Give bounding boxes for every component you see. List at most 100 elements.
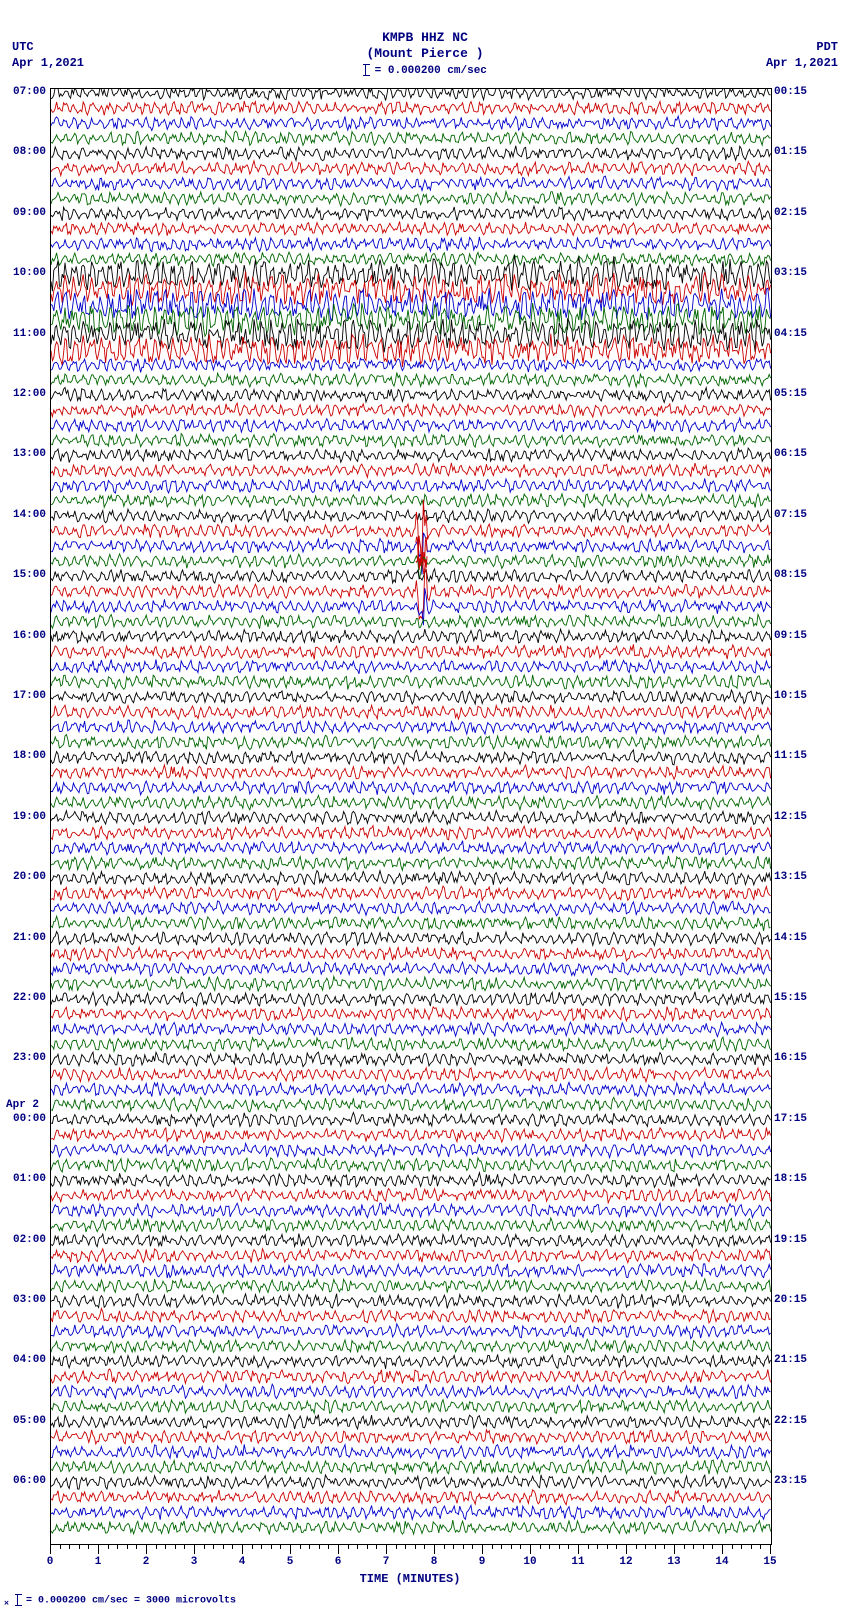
trace-row: [51, 1324, 771, 1339]
x-tick-minor: [108, 1544, 109, 1549]
utc-time-label: 19:00: [2, 811, 46, 823]
trace-row: [51, 932, 771, 946]
timezone-left: UTC: [12, 40, 34, 54]
trace-row: [51, 1203, 771, 1218]
local-time-label: 19:15: [774, 1234, 824, 1246]
local-time-label: 01:15: [774, 146, 824, 158]
trace-row: [51, 206, 771, 221]
trace-row: [51, 810, 771, 824]
utc-time-label: 07:00: [2, 86, 46, 98]
trace-row: [51, 660, 771, 674]
trace-row: [51, 1399, 771, 1413]
x-tick-minor: [319, 1544, 320, 1549]
trace-row: [51, 448, 771, 462]
trace-row: [51, 1460, 771, 1475]
utc-time-label: 14:00: [2, 509, 46, 521]
trace-row: [51, 781, 771, 795]
utc-time-label: 06:00: [2, 1475, 46, 1487]
trace-row: [51, 1475, 771, 1489]
x-tick-minor: [60, 1544, 61, 1549]
trace-row: [51, 1052, 771, 1067]
local-time-label: 05:15: [774, 388, 824, 400]
trace-row: [51, 146, 771, 161]
trace-row: [51, 1279, 771, 1294]
x-tick-minor: [472, 1544, 473, 1549]
x-tick-major: [386, 1544, 387, 1554]
x-tick-major: [626, 1544, 627, 1554]
x-tick-minor: [559, 1544, 560, 1549]
x-tick-major: [530, 1544, 531, 1554]
x-tick-minor: [175, 1544, 176, 1549]
x-tick-minor: [453, 1544, 454, 1549]
trace-row: [51, 271, 771, 306]
local-time-label: 22:15: [774, 1415, 824, 1427]
x-tick-minor: [703, 1544, 704, 1549]
x-tick-minor: [165, 1544, 166, 1549]
x-tick-minor: [348, 1544, 349, 1549]
utc-time-label: 23:00: [2, 1052, 46, 1064]
trace-row: [51, 1490, 771, 1505]
x-tick-minor: [588, 1544, 589, 1549]
trace-row: [51, 1007, 771, 1021]
local-time-label: 08:15: [774, 569, 824, 581]
trace-row: [51, 161, 771, 176]
x-tick-major: [290, 1544, 291, 1554]
trace-row: [51, 1505, 771, 1520]
x-tick-label: 6: [335, 1556, 342, 1568]
x-tick-label: 11: [571, 1556, 584, 1568]
x-tick-minor: [693, 1544, 694, 1549]
trace-row: [51, 1218, 771, 1232]
x-tick-minor: [396, 1544, 397, 1549]
trace-row: [51, 1067, 771, 1082]
trace-row: [51, 89, 771, 101]
x-tick-minor: [69, 1544, 70, 1549]
trace-row: [51, 720, 771, 734]
trace-row: [51, 615, 771, 629]
x-tick-minor: [88, 1544, 89, 1549]
x-tick-major: [146, 1544, 147, 1554]
trace-row: [51, 1234, 771, 1248]
station-title: KMPB HHZ NC: [0, 30, 850, 45]
x-tick-minor: [607, 1544, 608, 1549]
utc-time-label: 13:00: [2, 448, 46, 460]
scale-bar-icon: [365, 64, 366, 76]
trace-row: [51, 131, 771, 145]
local-time-label: 14:15: [774, 932, 824, 944]
x-tick-minor: [511, 1544, 512, 1549]
trace-row: [51, 434, 771, 448]
x-tick-label: 10: [523, 1556, 536, 1568]
x-tick-major: [722, 1544, 723, 1554]
local-time-label: 16:15: [774, 1052, 824, 1064]
trace-row: [51, 252, 771, 266]
x-tick-major: [434, 1544, 435, 1554]
trace-row: [51, 500, 771, 570]
x-tick-minor: [376, 1544, 377, 1549]
trace-row: [51, 533, 771, 575]
trace-row: [51, 1430, 771, 1444]
trace-row: [51, 192, 771, 207]
trace-row: [51, 992, 771, 1007]
x-axis: TIME (MINUTES) 0123456789101112131415: [50, 1544, 770, 1584]
trace-row: [51, 1082, 771, 1096]
trace-row: [51, 554, 771, 579]
local-time-label: 15:15: [774, 992, 824, 1004]
x-tick-minor: [204, 1544, 205, 1549]
trace-row: [51, 1189, 771, 1203]
x-tick-minor: [751, 1544, 752, 1549]
trace-row: [51, 901, 771, 916]
x-tick-minor: [367, 1544, 368, 1549]
trace-row: [51, 1143, 771, 1157]
trace-row: [51, 871, 771, 885]
x-tick-minor: [415, 1544, 416, 1549]
x-tick-major: [482, 1544, 483, 1554]
utc-time-label: 02:00: [2, 1234, 46, 1246]
utc-time-label: 09:00: [2, 207, 46, 219]
local-time-label: 20:15: [774, 1294, 824, 1306]
x-tick-label: 13: [667, 1556, 680, 1568]
utc-time-label: 05:00: [2, 1415, 46, 1427]
trace-row: [51, 1173, 771, 1188]
x-tick-minor: [520, 1544, 521, 1549]
trace-row: [51, 690, 771, 705]
trace-row: [51, 1022, 771, 1036]
x-tick-minor: [684, 1544, 685, 1549]
